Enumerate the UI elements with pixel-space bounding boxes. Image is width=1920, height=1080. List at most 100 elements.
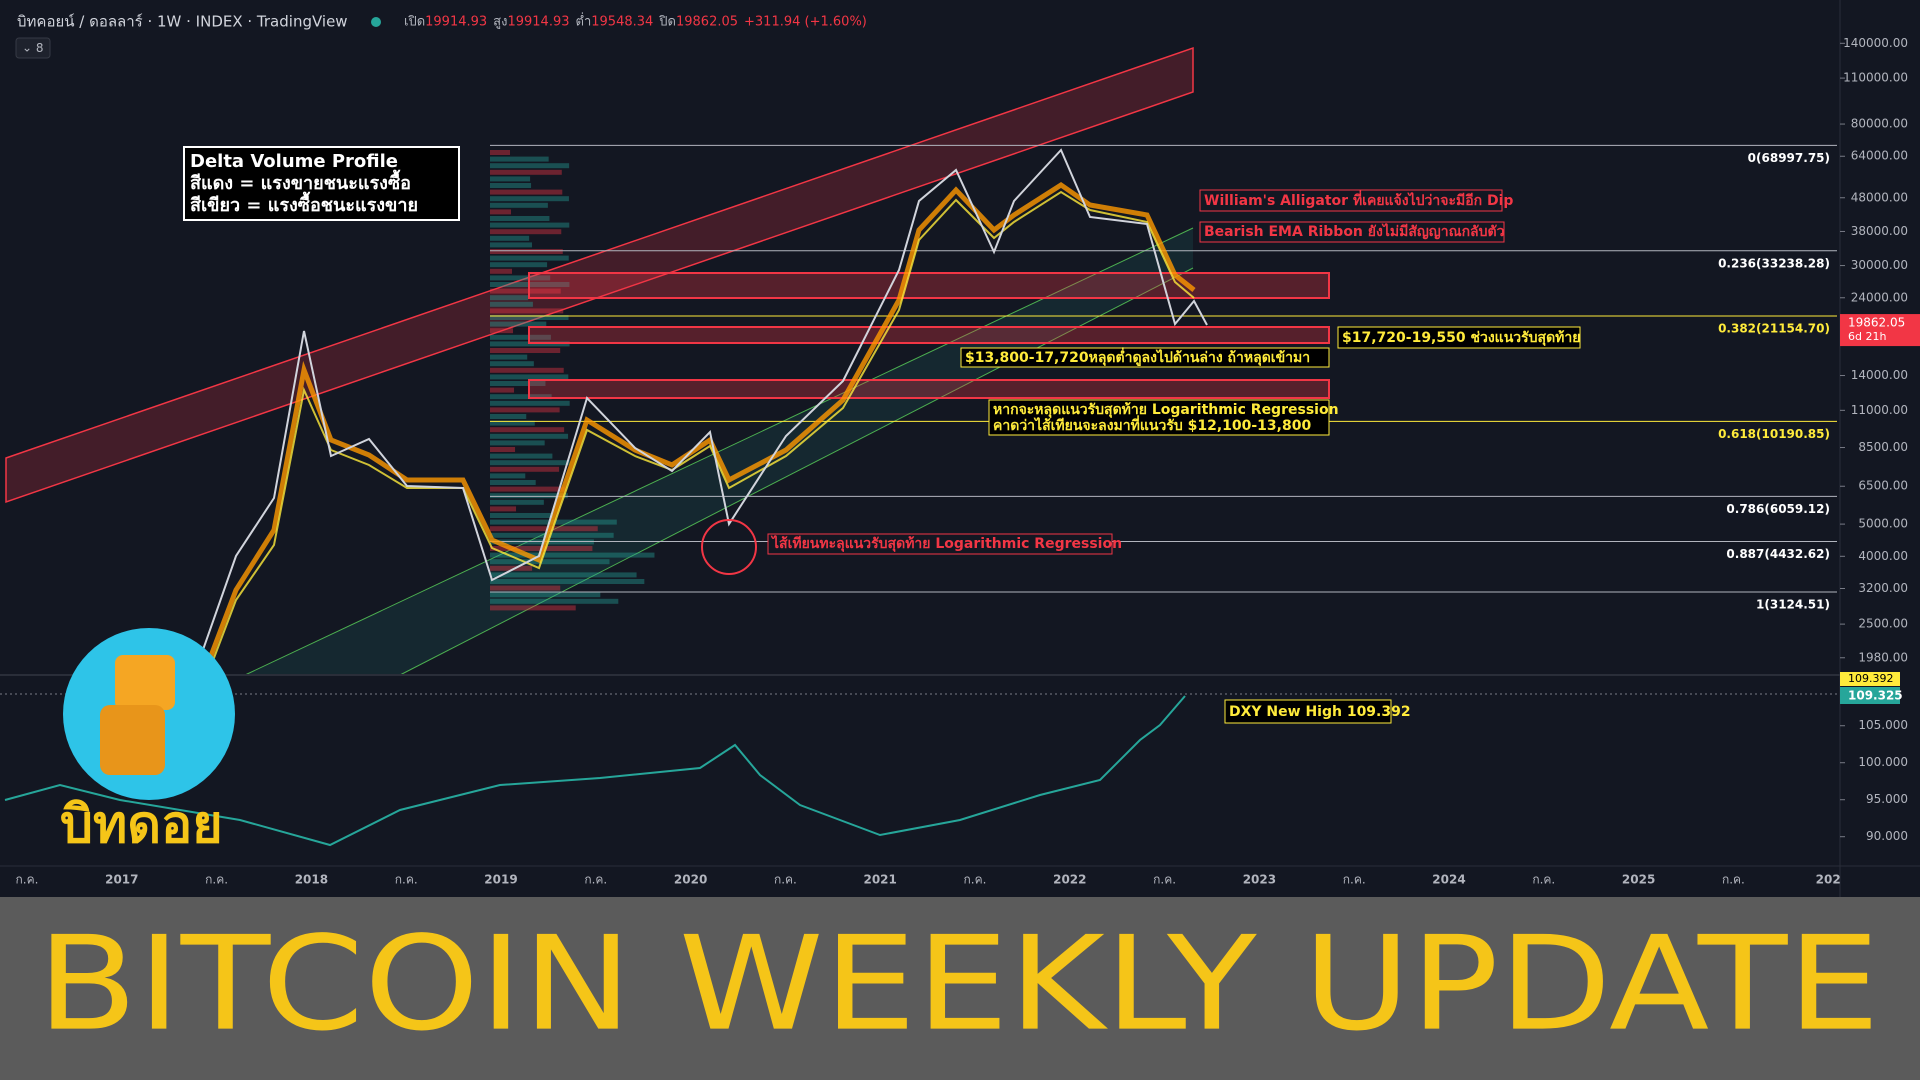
x-tick-label: 2025 [1622, 873, 1655, 887]
volume-bar [490, 453, 553, 459]
volume-bar [490, 156, 549, 162]
x-tick-label: ก.ค. [1153, 873, 1176, 887]
dxy-tick-label: 105.000 [1858, 718, 1908, 732]
fib-label: 0.382(21154.70) [1718, 321, 1830, 335]
wick-circle [701, 519, 757, 575]
annotation: William's Alligator ที่เคยแจ้งไปว่าจะมีอ… [1204, 190, 1513, 209]
x-tick-label: ก.ค. [964, 873, 987, 887]
volume-bar [490, 328, 514, 334]
annotation-box [767, 533, 1113, 555]
x-tick-label: ก.ค. [584, 873, 607, 887]
annotation-box [1199, 221, 1505, 243]
delta-box [183, 146, 460, 221]
volume-bar [490, 288, 561, 294]
x-tick-label: 2023 [1243, 873, 1276, 887]
annotation: สีแดง = แรงขายชนะแรงซื้อ [190, 169, 411, 194]
volume-bar [490, 480, 536, 485]
support-zone [528, 379, 1330, 399]
y-tick-label: 14000.00 [1851, 368, 1908, 382]
dxy-tag [1840, 687, 1900, 704]
y-tick-label: 1980.00 [1858, 650, 1908, 664]
volume-bar [490, 150, 510, 155]
volume-bar [490, 493, 568, 499]
x-tick-label: 2024 [1432, 873, 1465, 887]
countdown: 6d 21h [1848, 330, 1886, 343]
ohlc-name: ต่ำ [576, 13, 592, 30]
volume-bar [490, 387, 515, 393]
volume-bar [490, 308, 564, 314]
volume-bar [490, 367, 564, 373]
volume-bar [490, 334, 551, 340]
fib-label: 0.236(33238.28) [1718, 256, 1830, 270]
axes: 140000.00 110000.00 80000.00 64000.00 48000.… [16, 36, 1920, 887]
volume-bar [490, 579, 645, 584]
annotation: สีเขียว = แรงซื้อชนะแรงขาย [190, 191, 418, 216]
volume-bar [490, 381, 546, 386]
volume-bar [490, 202, 548, 208]
volume-bar [490, 295, 529, 301]
volume-bar [490, 513, 554, 518]
status-dot [371, 17, 381, 27]
support-zone [528, 326, 1330, 344]
y-tick-label: 5000.00 [1858, 517, 1908, 531]
volume-bar [490, 183, 532, 188]
indicator-toggle[interactable] [15, 37, 51, 59]
volume-bar [490, 222, 570, 228]
last-price-tag [1840, 314, 1920, 347]
volume-bar [490, 315, 569, 320]
dxy-tag [1840, 672, 1900, 686]
y-tick-label: 6500.00 [1858, 479, 1908, 493]
x-tick-label: 2017 [105, 873, 138, 887]
volume-bar [490, 301, 533, 307]
annotation: คาดว่าไส้เทียนจะลงมาที่แนวรับ $12,100-13… [993, 415, 1311, 434]
ohlc-value: 19914.93 [425, 15, 487, 30]
annotation: หากจะหลุดแนวรับสุดท้าย Logarithmic Regre… [993, 402, 1339, 418]
volume-bar [490, 189, 563, 195]
volume-bar [490, 447, 516, 452]
x-tick-label: 2018 [295, 873, 328, 887]
dxy-tag-last: 109.325 [1848, 689, 1903, 703]
volume-bar [490, 506, 517, 512]
volume-bar [490, 598, 619, 604]
volume-bar [490, 176, 531, 182]
volume-bar [490, 433, 569, 439]
ohlc-name: ปิด [658, 15, 676, 30]
fib-label: 0.618(10190.85) [1718, 427, 1830, 441]
volume-bar [490, 216, 550, 221]
ohlc-value: 19914.93 [507, 15, 569, 30]
volume-bar [490, 565, 533, 571]
volume-bar [490, 552, 655, 558]
logo-text: บิทดอย [60, 795, 223, 855]
x-tick-label: 2020 [674, 873, 707, 887]
ohlc-value: 19862.05 [676, 15, 738, 30]
x-tick-label: ก.ค. [1722, 873, 1745, 887]
indicator-count: 8 [36, 41, 44, 55]
volume-bar [490, 196, 569, 202]
y-tick-label: 8500.00 [1858, 440, 1908, 454]
x-tick-label: 2019 [484, 873, 517, 887]
y-tick-label: 140000.00 [1843, 36, 1908, 50]
ema-ribbon [197, 190, 1195, 701]
volume-bar [490, 499, 544, 505]
ohlc-name: เปิด [404, 15, 425, 30]
annotation: $13,800-17,720หลุดต่ำดูลงไปด้านล่าง ถ้าห… [965, 347, 1310, 366]
fib-label: 0.887(4432.62) [1726, 547, 1830, 561]
y-tick-label: 2500.00 [1858, 617, 1908, 631]
ema-ribbon [195, 181, 1196, 691]
symbol: บิทคอยน์ / ดอลลาร์ · 1W · INDEX · Tradin… [17, 13, 348, 31]
annotation: ไส้เทียนทะลุแนวรับสุดท้าย Logarithmic Re… [770, 534, 1122, 552]
change: +311.94 (+1.60%) [744, 15, 867, 30]
volume-bar [490, 321, 547, 327]
volume-bar [490, 374, 569, 380]
volume-bar [490, 229, 562, 235]
annotation-box [1199, 189, 1503, 212]
logo-robot [115, 655, 175, 710]
x-tick-label: ก.ค. [1532, 873, 1555, 887]
volume-bar [490, 427, 565, 433]
volume-bar [490, 526, 598, 532]
volume-bar [490, 486, 565, 492]
volume-bar [490, 242, 532, 248]
annotation: Bearish EMA Ribbon ยังไม่มีสัญญาณกลับตัว [1204, 222, 1505, 240]
fib-label: 1(3124.51) [1756, 597, 1830, 611]
